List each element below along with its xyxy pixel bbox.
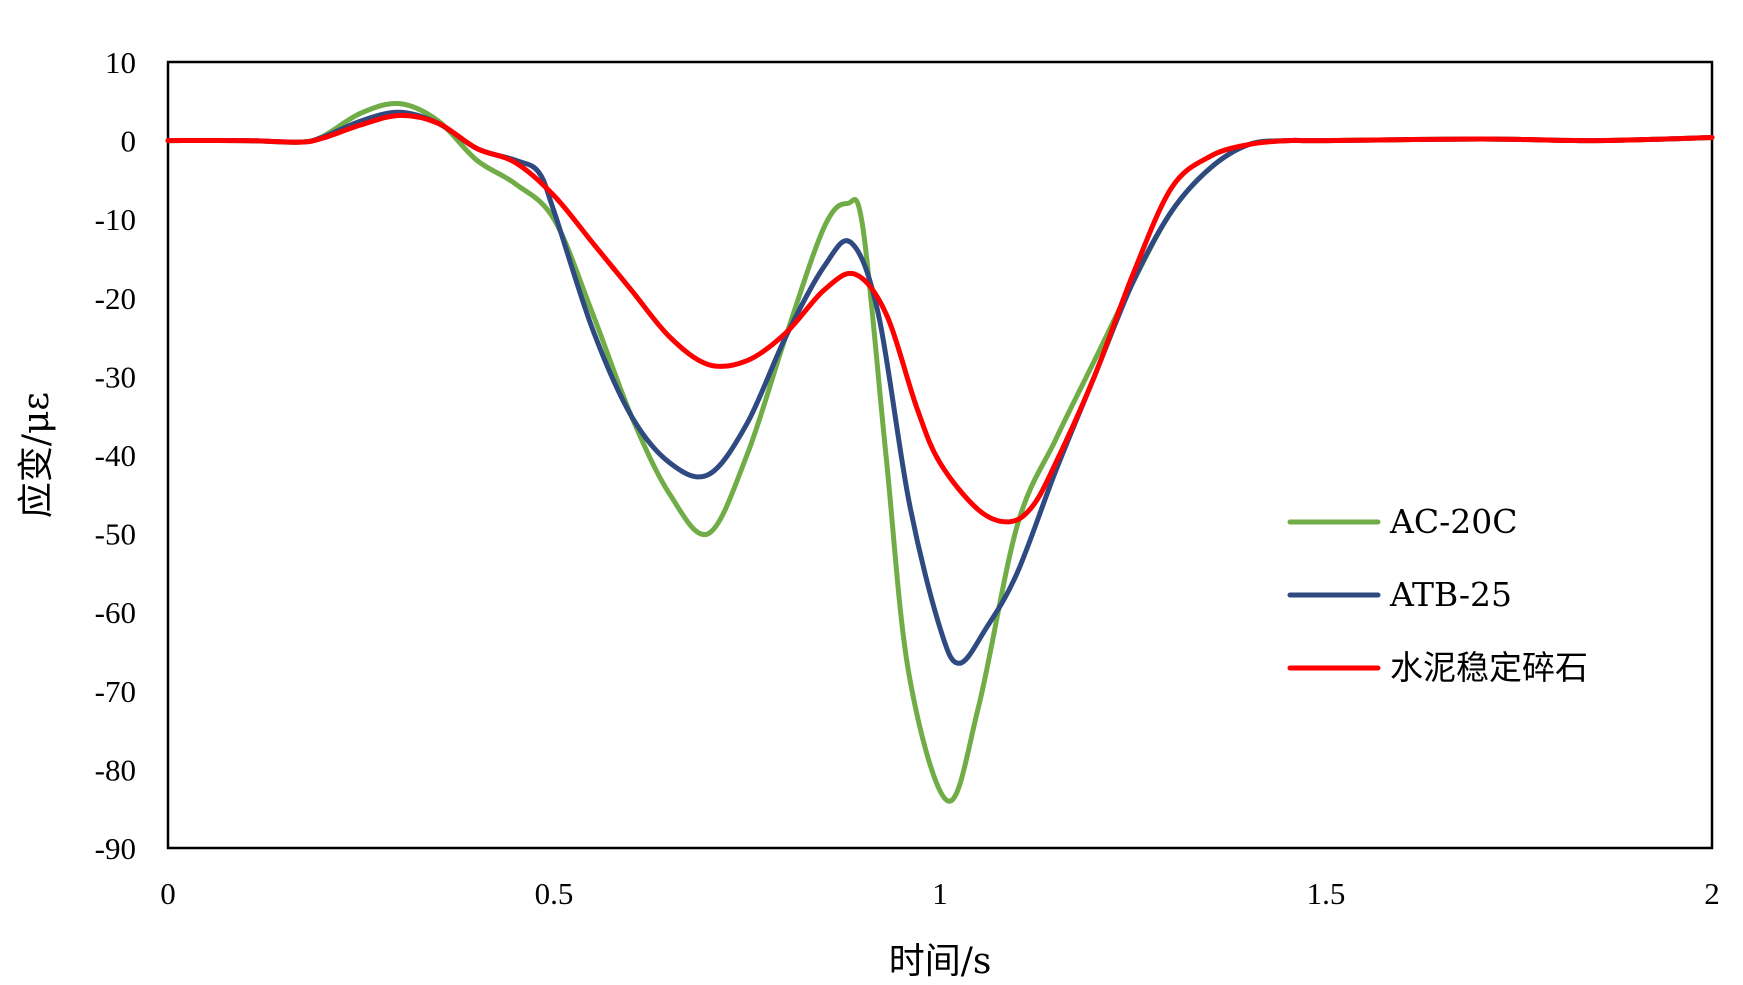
x-tick-label: 0.5 (535, 876, 574, 911)
x-tick-label: 1 (932, 876, 948, 911)
y-tick-label: 0 (121, 124, 137, 159)
legend-item-1: ATB-25 (1287, 575, 1512, 614)
y-tick-label: -10 (95, 202, 136, 237)
y-tick-label: 10 (105, 45, 136, 80)
legend-item-2: 水泥稳定碎石 (1287, 648, 1588, 687)
plot-area-border (166, 60, 1714, 850)
legend-label: 水泥稳定碎石 (1390, 648, 1588, 687)
y-tick-label: -40 (95, 438, 136, 473)
y-tick-label: -20 (95, 281, 136, 316)
legend-label: AC-20C (1389, 502, 1517, 541)
legend-item-0: AC-20C (1287, 502, 1517, 541)
legend-label: ATB-25 (1389, 575, 1512, 614)
y-tick-label: -60 (95, 595, 136, 630)
x-tick-label: 2 (1704, 876, 1720, 911)
y-tick-label: -80 (95, 752, 136, 787)
y-tick-label: -50 (95, 517, 136, 552)
x-tick-label: 0 (160, 876, 176, 911)
series-line-0 (165, 100, 1715, 804)
y-tick-label: -30 (95, 359, 136, 394)
series-line-2 (165, 112, 1715, 525)
y-tick-label: -70 (95, 674, 136, 709)
y-tick-label: -90 (95, 831, 136, 866)
x-tick-label: 1.5 (1307, 876, 1346, 911)
y-axis-title: 应变/με (16, 392, 57, 518)
x-axis-title: 时间/s (889, 941, 992, 982)
